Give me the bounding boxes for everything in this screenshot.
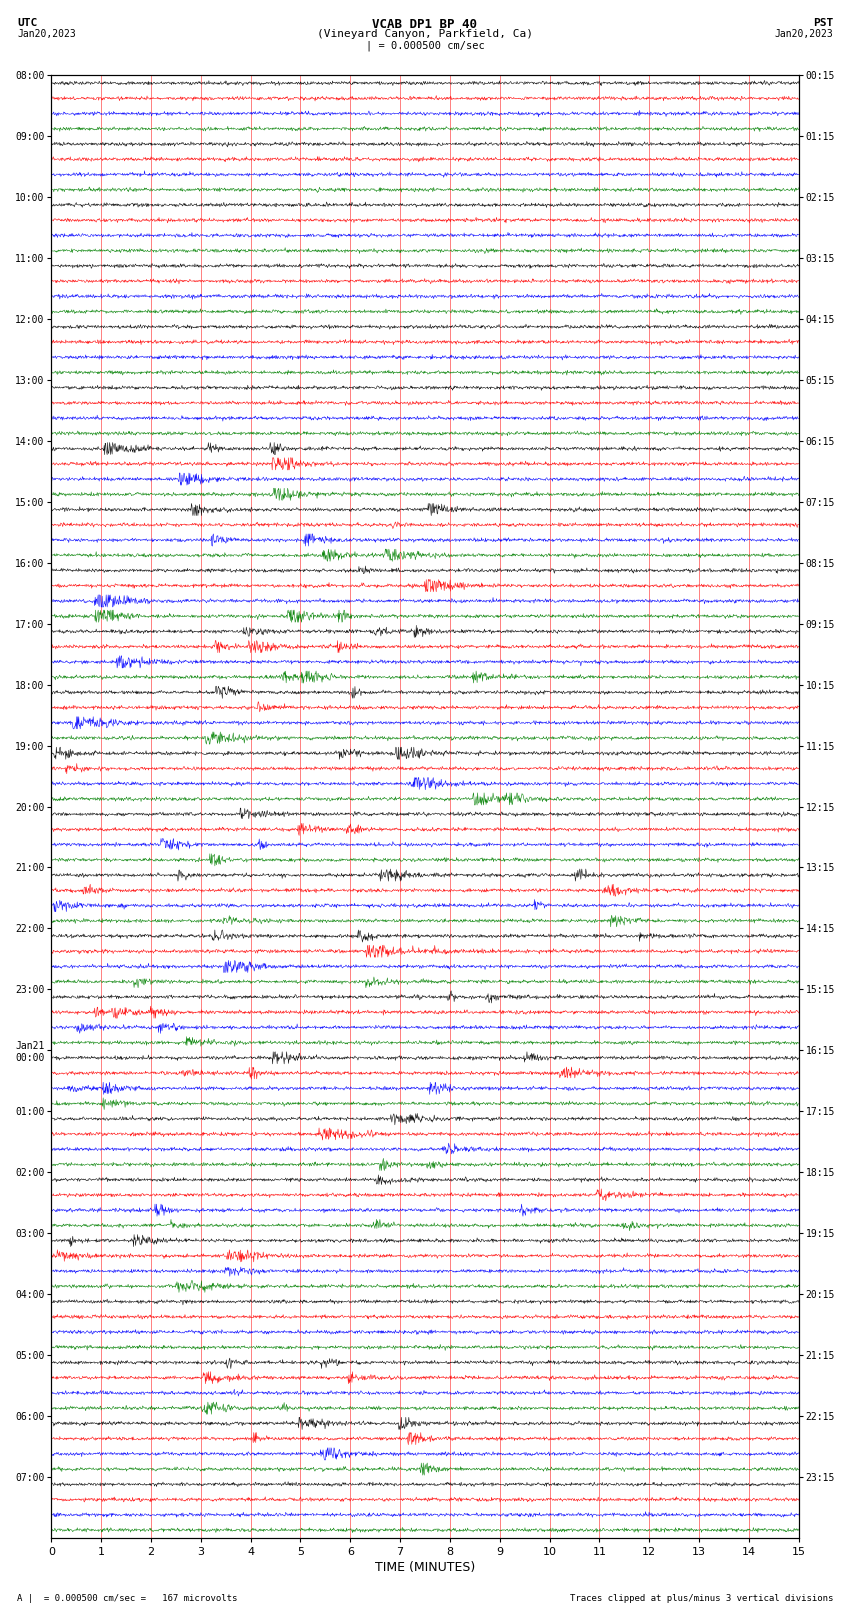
Text: A |  = 0.000500 cm/sec =   167 microvolts: A | = 0.000500 cm/sec = 167 microvolts bbox=[17, 1594, 237, 1603]
Text: (Vineyard Canyon, Parkfield, Ca): (Vineyard Canyon, Parkfield, Ca) bbox=[317, 29, 533, 39]
Text: UTC: UTC bbox=[17, 18, 37, 27]
X-axis label: TIME (MINUTES): TIME (MINUTES) bbox=[375, 1561, 475, 1574]
Text: Jan20,2023: Jan20,2023 bbox=[774, 29, 833, 39]
Text: | = 0.000500 cm/sec: | = 0.000500 cm/sec bbox=[366, 40, 484, 52]
Text: VCAB DP1 BP 40: VCAB DP1 BP 40 bbox=[372, 18, 478, 31]
Text: Jan20,2023: Jan20,2023 bbox=[17, 29, 76, 39]
Text: PST: PST bbox=[813, 18, 833, 27]
Text: Traces clipped at plus/minus 3 vertical divisions: Traces clipped at plus/minus 3 vertical … bbox=[570, 1594, 833, 1603]
